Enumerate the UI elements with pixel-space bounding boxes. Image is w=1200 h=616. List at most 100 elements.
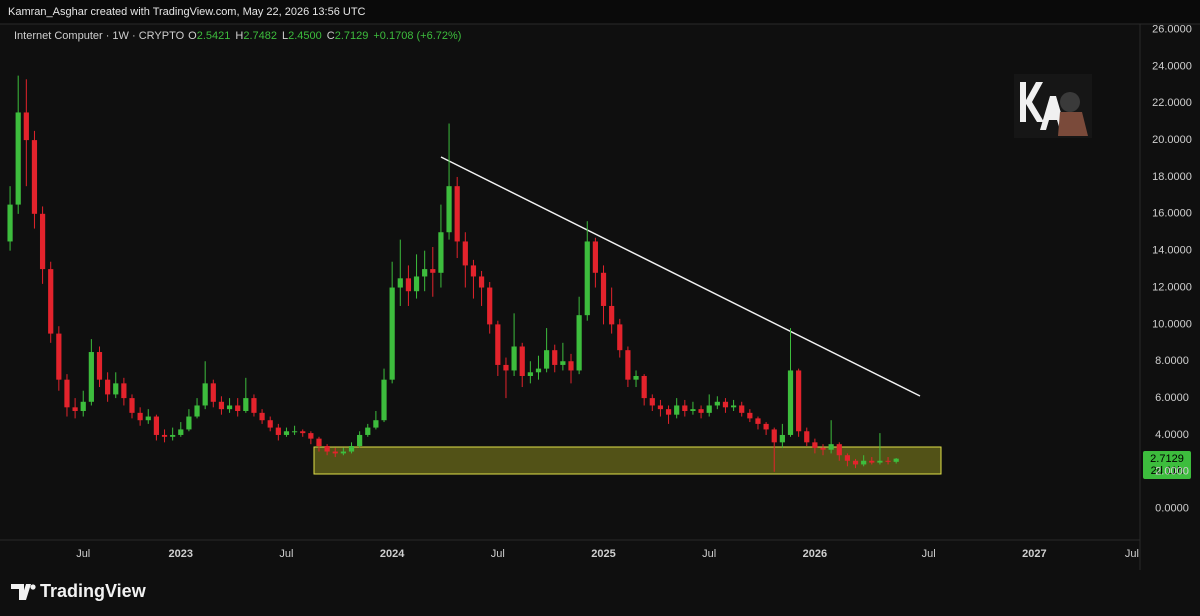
x-tick-label: Jul bbox=[491, 548, 505, 560]
candle-body bbox=[885, 460, 891, 462]
candle-body bbox=[348, 446, 355, 452]
legend-key: L bbox=[282, 30, 288, 42]
candle-body bbox=[210, 383, 216, 402]
x-tick-label: Jul bbox=[922, 548, 936, 560]
candle-body bbox=[235, 405, 241, 411]
legend-key: C bbox=[327, 30, 335, 42]
candle-body bbox=[283, 431, 290, 435]
y-tick-label: 4.0000 bbox=[1155, 429, 1189, 441]
candle-body bbox=[633, 375, 639, 380]
candle-body bbox=[405, 278, 412, 292]
footer-logo-dot bbox=[30, 584, 36, 590]
candle-body bbox=[389, 287, 395, 380]
candle-body bbox=[267, 420, 273, 428]
x-tick-label: 2023 bbox=[169, 548, 193, 560]
candle-body bbox=[519, 346, 525, 376]
candle-body bbox=[430, 269, 436, 273]
x-tick-label: 2026 bbox=[803, 548, 827, 560]
candle-body bbox=[324, 446, 330, 452]
candle-body bbox=[747, 412, 753, 419]
candle-body bbox=[178, 429, 184, 435]
x-tick-label: Jul bbox=[76, 548, 90, 560]
legend-value: 2.4500 bbox=[288, 30, 322, 42]
candle-body bbox=[56, 333, 62, 380]
candle-body bbox=[243, 398, 249, 411]
y-tick-label: 6.0000 bbox=[1155, 392, 1189, 404]
candle-body bbox=[462, 241, 468, 266]
candle-body bbox=[828, 444, 834, 450]
candle-body bbox=[560, 361, 566, 365]
candle-body bbox=[787, 370, 794, 435]
candle-body bbox=[706, 405, 712, 413]
candle-body bbox=[145, 416, 151, 421]
legend-value: 2.5421 bbox=[197, 30, 231, 42]
candle-body bbox=[170, 434, 176, 437]
candle-body bbox=[763, 423, 769, 430]
y-tick-label: 2.0000 bbox=[1155, 466, 1189, 478]
candle-body bbox=[438, 232, 444, 273]
candle-body bbox=[625, 350, 631, 380]
candle-body bbox=[422, 269, 428, 277]
candle-body bbox=[161, 434, 168, 437]
candle-body bbox=[31, 140, 38, 214]
candle-body bbox=[275, 427, 281, 435]
candle-body bbox=[722, 401, 729, 408]
candle-body bbox=[641, 375, 647, 399]
y-tick-label: 14.0000 bbox=[1152, 245, 1192, 257]
candle-body bbox=[340, 451, 346, 454]
candle-body bbox=[649, 398, 655, 406]
y-tick-label: 16.0000 bbox=[1152, 208, 1192, 220]
candle-body bbox=[64, 379, 70, 408]
candle-body bbox=[454, 186, 460, 242]
candle-body bbox=[779, 434, 785, 443]
candle-body bbox=[844, 455, 851, 461]
candle-body bbox=[137, 412, 143, 421]
y-tick-label: 20.0000 bbox=[1152, 134, 1192, 146]
candle-body bbox=[771, 429, 777, 443]
candle-body bbox=[495, 324, 501, 365]
candle-body bbox=[812, 442, 818, 448]
legend-key: H bbox=[235, 30, 243, 42]
candle-body bbox=[592, 241, 598, 273]
candle-body bbox=[478, 276, 485, 288]
candle-body bbox=[568, 361, 574, 371]
legend-change: +0.1708 (+6.72%) bbox=[373, 30, 461, 42]
candle-body bbox=[251, 398, 257, 413]
candles bbox=[7, 75, 899, 472]
candle-body bbox=[291, 431, 298, 433]
support-zone bbox=[313, 446, 942, 475]
y-tick-label: 8.0000 bbox=[1155, 355, 1189, 367]
candle-body bbox=[690, 409, 696, 411]
candle-body bbox=[129, 398, 135, 413]
candle-body bbox=[852, 460, 859, 465]
legend-key: O bbox=[188, 30, 197, 42]
candle-body bbox=[259, 412, 265, 421]
y-tick-label: 24.0000 bbox=[1152, 60, 1192, 72]
candle-body bbox=[609, 305, 615, 325]
x-tick-label: 2025 bbox=[591, 548, 615, 560]
x-tick-label: 2027 bbox=[1022, 548, 1046, 560]
candle-body bbox=[576, 315, 582, 371]
logo-figure bbox=[1060, 92, 1080, 112]
candle-body bbox=[365, 427, 371, 435]
candle-body bbox=[80, 401, 86, 411]
candle-body bbox=[527, 372, 533, 376]
candle-body bbox=[470, 265, 477, 277]
candle-body bbox=[755, 418, 761, 424]
candle-body bbox=[153, 416, 159, 435]
header-text: Kamran_Asghar created with TradingView.c… bbox=[8, 6, 366, 18]
candle-body bbox=[121, 383, 127, 399]
author-logo bbox=[1014, 74, 1092, 138]
candle-body bbox=[96, 352, 103, 380]
candle-body bbox=[820, 447, 826, 450]
candle-body bbox=[413, 276, 420, 292]
candle-body bbox=[7, 204, 13, 242]
candle-body bbox=[39, 213, 46, 270]
candle-body bbox=[15, 112, 21, 205]
candle-body bbox=[893, 458, 899, 462]
candle-body bbox=[316, 438, 322, 447]
candle-body bbox=[105, 379, 111, 395]
